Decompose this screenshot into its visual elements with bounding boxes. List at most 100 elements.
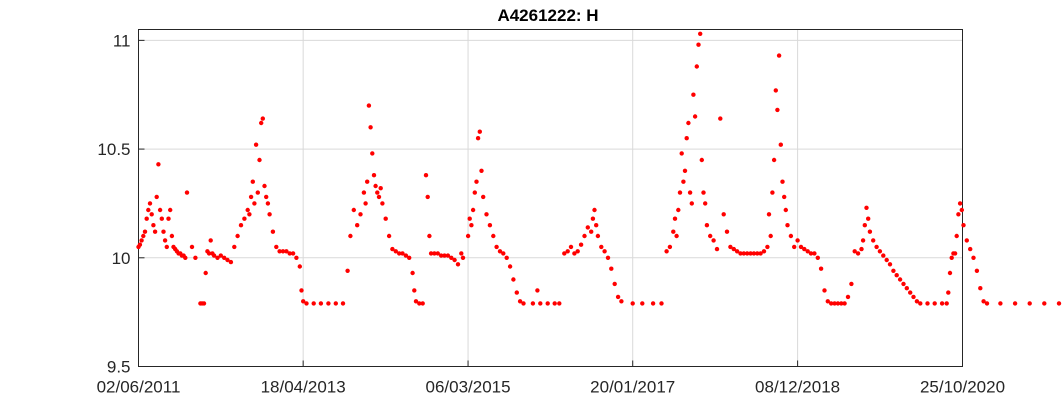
data-point	[971, 255, 976, 260]
data-point	[602, 249, 607, 254]
data-point	[575, 249, 580, 254]
data-point	[745, 251, 750, 256]
data-point	[514, 290, 519, 295]
data-point	[860, 238, 866, 243]
data-point	[552, 301, 557, 306]
data-point	[959, 207, 964, 213]
data-point	[808, 251, 814, 256]
data-point	[162, 238, 168, 243]
data-point	[908, 290, 913, 295]
data-point	[981, 299, 986, 304]
data-point	[871, 238, 876, 243]
data-point	[432, 251, 437, 256]
data-point	[1027, 301, 1032, 306]
data-point	[169, 233, 175, 239]
x-tick-label: 08/12/2018	[755, 378, 840, 397]
data-point	[206, 251, 212, 256]
data-point	[355, 223, 360, 228]
data-point	[218, 253, 223, 258]
data-point	[449, 255, 454, 260]
data-point	[671, 229, 676, 234]
data-point	[467, 216, 472, 221]
data-point	[297, 264, 302, 269]
data-point	[582, 233, 587, 239]
data-point	[348, 233, 353, 239]
data-point	[238, 223, 244, 228]
data-point	[383, 216, 388, 221]
data-point	[270, 229, 276, 234]
data-point	[228, 259, 234, 265]
data-point	[156, 162, 161, 167]
data-point	[442, 253, 447, 258]
data-point	[299, 288, 304, 293]
data-point	[557, 301, 562, 306]
data-point	[232, 244, 237, 250]
data-point	[795, 238, 800, 243]
data-point	[318, 301, 324, 306]
data-point	[252, 201, 257, 206]
data-point	[792, 244, 797, 250]
data-point	[585, 225, 590, 230]
data-point	[881, 253, 886, 258]
data-point	[290, 251, 296, 256]
data-point	[612, 281, 617, 287]
data-point	[521, 301, 526, 306]
data-point	[998, 301, 1003, 306]
data-point	[277, 249, 282, 254]
data-point	[692, 114, 698, 119]
data-point	[183, 255, 188, 260]
data-point	[507, 264, 513, 269]
data-point	[400, 251, 405, 256]
data-point	[345, 268, 350, 273]
data-point	[494, 244, 499, 250]
data-point	[168, 207, 173, 213]
data-point	[874, 244, 879, 250]
data-point	[413, 299, 419, 304]
data-point	[589, 229, 594, 234]
data-point	[866, 216, 871, 221]
data-point	[766, 212, 772, 217]
data-point	[714, 246, 720, 252]
data-point	[954, 233, 959, 239]
data-point	[849, 281, 854, 287]
data-point	[351, 207, 356, 213]
data-point	[884, 257, 889, 263]
data-point	[255, 190, 260, 195]
data-point	[664, 249, 669, 254]
data-point	[484, 212, 489, 217]
data-point	[771, 157, 777, 163]
data-point	[897, 277, 903, 282]
data-point	[211, 253, 217, 258]
data-point	[189, 244, 195, 250]
data-point	[386, 233, 392, 239]
y-tick-label: 10.5	[97, 140, 130, 159]
x-tick-label: 18/04/2013	[261, 378, 346, 397]
data-point	[681, 179, 686, 184]
data-point	[363, 201, 368, 206]
data-point	[845, 294, 851, 300]
x-tick-label: 20/01/2017	[590, 378, 675, 397]
data-point	[161, 229, 166, 234]
data-point	[141, 233, 146, 239]
data-point	[373, 183, 378, 189]
data-point	[475, 136, 481, 141]
data-point	[674, 233, 679, 239]
data-point	[731, 246, 736, 252]
data-point	[487, 223, 493, 228]
data-point	[721, 212, 726, 217]
data-point	[770, 190, 775, 195]
data-point	[157, 207, 163, 213]
data-point	[304, 301, 309, 306]
data-point	[501, 251, 506, 256]
data-point	[677, 190, 683, 195]
data-point	[147, 201, 153, 206]
data-point	[978, 286, 983, 291]
data-point	[380, 201, 385, 206]
data-point	[333, 301, 338, 306]
data-point	[703, 201, 708, 206]
data-point	[459, 251, 464, 256]
data-point	[201, 301, 207, 306]
data-point	[822, 288, 827, 293]
data-point	[472, 190, 477, 195]
data-point	[877, 249, 883, 254]
